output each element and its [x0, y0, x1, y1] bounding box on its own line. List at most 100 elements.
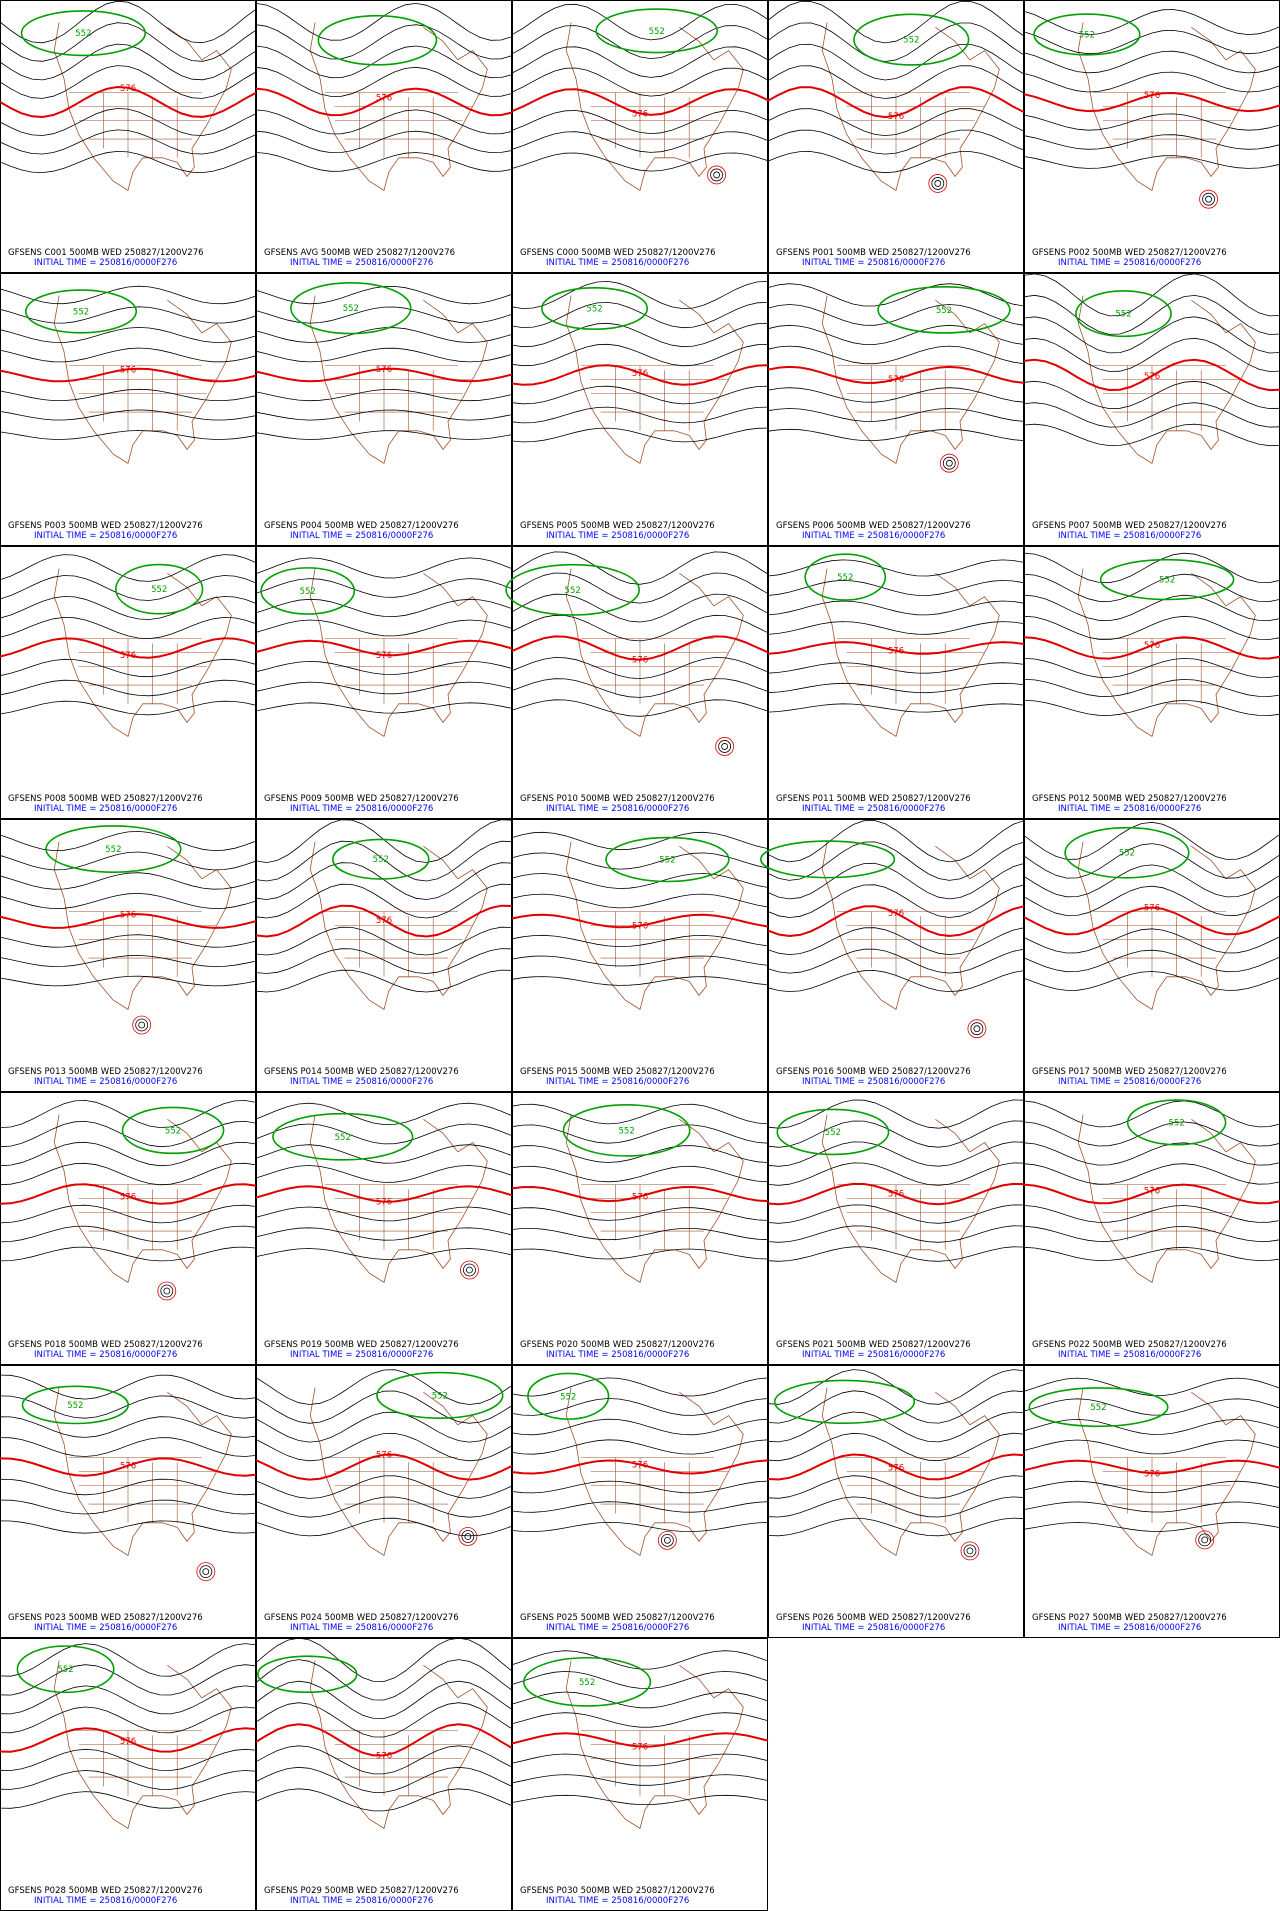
- contour-line: [255, 1144, 513, 1164]
- low-center: [1205, 195, 1212, 203]
- contour-line: [511, 1480, 769, 1494]
- contour-line: [0, 975, 257, 987]
- panel-caption: GFSENS P006 500MB WED 250827/1200V276: [776, 521, 971, 531]
- contour-line: [511, 831, 769, 851]
- contour-label: 576: [376, 365, 392, 375]
- contour-576: [511, 635, 769, 661]
- low-center: [458, 1527, 478, 1546]
- contour-line: [0, 830, 257, 852]
- contour-line: [1023, 1480, 1280, 1493]
- contour-552: [562, 1103, 691, 1157]
- contour-label: 552: [335, 1133, 351, 1143]
- low-center: [967, 1019, 987, 1039]
- contour-line: [0, 1374, 257, 1400]
- low-center: [970, 1022, 984, 1036]
- panel-caption: GFSENS P013 500MB WED 250827/1200V276: [8, 1067, 203, 1077]
- panel-init-time: INITIAL TIME = 250816/0000F276: [802, 258, 945, 268]
- contour-line: [0, 409, 257, 421]
- low-center: [466, 1266, 473, 1274]
- low-center: [657, 1530, 677, 1550]
- contour-576: [0, 85, 257, 119]
- contour-line: [767, 927, 1025, 956]
- contour-line: [767, 1099, 1025, 1129]
- contour-line: [767, 304, 1025, 326]
- low-center: [660, 1533, 674, 1547]
- contour-line: [0, 1204, 257, 1224]
- contour-552: [605, 836, 730, 883]
- contour-label: 552: [579, 1678, 595, 1688]
- panel-caption: GFSENS P001 500MB WED 250827/1200V276: [776, 248, 971, 258]
- low-center: [1201, 1536, 1209, 1544]
- coastline: [53, 295, 232, 465]
- contour-line: [1023, 885, 1280, 917]
- low-center: [163, 1287, 171, 1295]
- contour-552: [527, 1372, 610, 1420]
- contour-552: [1099, 558, 1235, 601]
- contour-line: [511, 699, 769, 717]
- coastline: [821, 22, 1000, 192]
- contour-line: [767, 408, 1025, 422]
- contour-line: [767, 345, 1025, 365]
- contour-line: [0, 347, 257, 363]
- map-panel: 576 GFSENS AVG 500MB WED 250827/1200V276I…: [255, 0, 513, 273]
- map-panel: 552 576 GFSENS P013 500MB WED 250827/1200V…: [0, 819, 257, 1092]
- contour-line: [511, 593, 769, 623]
- contour-576: [767, 86, 1025, 119]
- contour-576: [1023, 636, 1280, 660]
- low-center: [942, 456, 956, 470]
- contour-line: [511, 1377, 769, 1397]
- coastline: [309, 22, 488, 192]
- contour-line: [1023, 864, 1280, 898]
- contour-552: [1033, 13, 1141, 56]
- contour-line: [767, 1204, 1025, 1224]
- contour-552: [1075, 290, 1172, 338]
- map-panel: 552 576 GFSENS P015 500MB WED 250827/1200V…: [511, 819, 769, 1092]
- contour-label: 552: [57, 1665, 73, 1675]
- low-center: [1199, 189, 1218, 209]
- panel-init-time: INITIAL TIME = 250816/0000F276: [290, 531, 433, 541]
- contour-line: [0, 306, 257, 324]
- contour-line: [767, 884, 1025, 918]
- contour-label: 552: [105, 845, 121, 855]
- contour-line: [511, 385, 769, 405]
- contour-line: [0, 108, 257, 136]
- contour-line: [511, 934, 769, 948]
- contour-line: [0, 1770, 257, 1790]
- panel-init-time: INITIAL TIME = 250816/0000F276: [546, 1077, 689, 1087]
- contour-line: [511, 873, 769, 889]
- contour-line: [767, 324, 1025, 345]
- contour-576: [511, 1459, 769, 1475]
- contour-label: 576: [888, 375, 904, 385]
- contour-line: [0, 1478, 257, 1496]
- contour-line: [0, 65, 257, 99]
- panel-init-time: INITIAL TIME = 250816/0000F276: [546, 258, 689, 268]
- low-center: [160, 1284, 174, 1298]
- low-center: [721, 743, 729, 750]
- contour-line: [767, 662, 1025, 674]
- contour-576: [255, 1185, 513, 1203]
- contour-line: [0, 129, 257, 155]
- contour-line: [511, 3, 769, 41]
- contour-576: [511, 364, 769, 386]
- contour-552: [804, 553, 887, 601]
- contour-line: [511, 1248, 769, 1260]
- map-panel: 552 576 GFSENS C001 500MB WED 250827/1200V…: [0, 0, 257, 273]
- coastline: [821, 1387, 1000, 1557]
- map-panel: 552 576 GFSENS P019 500MB WED 250827/1200V…: [255, 1092, 513, 1365]
- contour-line: [255, 681, 513, 695]
- low-center: [707, 165, 726, 185]
- contour-line: [0, 679, 257, 697]
- contour-line: [255, 948, 513, 974]
- contour-552: [272, 1112, 414, 1161]
- panel-caption: GFSENS P019 500MB WED 250827/1200V276: [264, 1340, 459, 1350]
- contour-label: 552: [1115, 310, 1131, 320]
- contour-576: [767, 365, 1025, 384]
- contour-line: [1023, 1142, 1280, 1166]
- contour-line: [511, 1691, 769, 1709]
- contour-552: [16, 1645, 115, 1694]
- contour-line: [255, 306, 513, 324]
- map-panel: 576 GFSENS P016 500MB WED 250827/1200V276…: [760, 819, 1025, 1092]
- contour-line: [767, 600, 1025, 616]
- contour-line: [1023, 402, 1280, 428]
